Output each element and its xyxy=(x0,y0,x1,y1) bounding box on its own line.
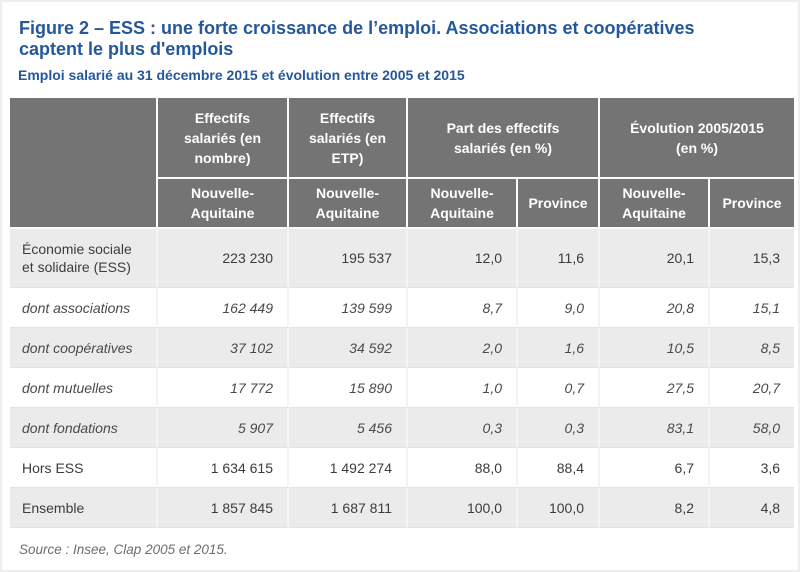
row-label: Ensemble xyxy=(10,488,158,528)
col-group-part-effectifs: Part des effectifs salariés (en %) xyxy=(408,98,601,179)
cell-value: 15,3 xyxy=(710,229,795,288)
cell-value: 100,0 xyxy=(408,488,518,528)
header-row-groups: Effectifs salariés (en nombre) Effectifs… xyxy=(10,98,795,229)
row-label: Économie sociale et solidaire (ESS) xyxy=(10,229,158,288)
cell-value: 8,5 xyxy=(710,328,795,368)
row-label: dont associations xyxy=(10,288,158,328)
row-label: dont fondations xyxy=(10,408,158,448)
row-dont-mutuelles: dont mutuelles 17 772 15 890 1,0 0,7 27,… xyxy=(10,368,795,408)
cell-value: 1 857 845 xyxy=(158,488,289,528)
row-dont-fondations: dont fondations 5 907 5 456 0,3 0,3 83,1… xyxy=(10,408,795,448)
cell-value: 4,8 xyxy=(710,488,795,528)
cell-value: 5 456 xyxy=(289,408,408,448)
cell-value: 34 592 xyxy=(289,328,408,368)
cell-value: 2,0 xyxy=(408,328,518,368)
cell-value: 3,6 xyxy=(710,448,795,488)
cell-value: 11,6 xyxy=(518,229,601,288)
cell-value: 0,3 xyxy=(518,408,601,448)
cell-value: 0,7 xyxy=(518,368,601,408)
cell-value: 139 599 xyxy=(289,288,408,328)
col-group-evolution: Évolution 2005/2015 (en %) xyxy=(600,98,795,179)
cell-value: 0,3 xyxy=(408,408,518,448)
cell-value: 6,7 xyxy=(600,448,711,488)
cell-value: 58,0 xyxy=(710,408,795,448)
row-ess: Économie sociale et solidaire (ESS) 223 … xyxy=(10,229,795,288)
subheader-province: Province xyxy=(710,179,795,229)
cell-value: 20,1 xyxy=(600,229,711,288)
cell-value: 9,0 xyxy=(518,288,601,328)
cell-value: 88,4 xyxy=(518,448,601,488)
col-group-effectifs-nombre: Effectifs salariés (en nombre) xyxy=(158,98,289,179)
header-row-regions: Nouvelle-Aquitaine Nouvelle-Aquitaine No… xyxy=(10,179,795,229)
subheader-nouvelle-aquitaine: Nouvelle-Aquitaine xyxy=(408,179,518,229)
cell-value: 162 449 xyxy=(158,288,289,328)
corner-cell xyxy=(10,98,158,229)
cell-value: 1,6 xyxy=(518,328,601,368)
col-group-effectifs-etp: Effectifs salariés (en ETP) xyxy=(289,98,408,179)
row-label: dont mutuelles xyxy=(10,368,158,408)
subheader-province: Province xyxy=(518,179,601,229)
cell-value: 5 907 xyxy=(158,408,289,448)
cell-value: 1 634 615 xyxy=(158,448,289,488)
cell-value: 1,0 xyxy=(408,368,518,408)
cell-value: 15 890 xyxy=(289,368,408,408)
cell-value: 15,1 xyxy=(710,288,795,328)
cell-value: 12,0 xyxy=(408,229,518,288)
cell-value: 37 102 xyxy=(158,328,289,368)
subheader-nouvelle-aquitaine: Nouvelle-Aquitaine xyxy=(158,179,289,229)
cell-value: 1 687 811 xyxy=(289,488,408,528)
cell-value: 20,7 xyxy=(710,368,795,408)
cell-value: 88,0 xyxy=(408,448,518,488)
cell-value: 27,5 xyxy=(600,368,711,408)
row-dont-cooperatives: dont coopératives 37 102 34 592 2,0 1,6 … xyxy=(10,328,795,368)
cell-value: 223 230 xyxy=(158,229,289,288)
cell-value: 1 492 274 xyxy=(289,448,408,488)
cell-value: 20,8 xyxy=(600,288,711,328)
cell-value: 100,0 xyxy=(518,488,601,528)
row-label: dont coopératives xyxy=(10,328,158,368)
cell-value: 8,2 xyxy=(600,488,711,528)
row-dont-associations: dont associations 162 449 139 599 8,7 9,… xyxy=(10,288,795,328)
cell-value: 8,7 xyxy=(408,288,518,328)
row-ensemble: Ensemble 1 857 845 1 687 811 100,0 100,0… xyxy=(10,488,795,528)
cell-value: 17 772 xyxy=(158,368,289,408)
subheader-nouvelle-aquitaine: Nouvelle-Aquitaine xyxy=(600,179,711,229)
cell-value: 10,5 xyxy=(600,328,711,368)
cell-value: 195 537 xyxy=(289,229,408,288)
row-hors-ess: Hors ESS 1 634 615 1 492 274 88,0 88,4 6… xyxy=(10,448,795,488)
row-label: Hors ESS xyxy=(10,448,158,488)
figure-title: Figure 2 – ESS : une forte croissance de… xyxy=(19,18,695,59)
figure-subtitle: Emploi salarié au 31 décembre 2015 et év… xyxy=(18,67,465,83)
subheader-nouvelle-aquitaine: Nouvelle-Aquitaine xyxy=(289,179,408,229)
source-note: Source : Insee, Clap 2005 et 2015. xyxy=(19,542,228,557)
ess-data-table: Effectifs salariés (en nombre) Effectifs… xyxy=(10,98,795,528)
cell-value: 83,1 xyxy=(600,408,711,448)
